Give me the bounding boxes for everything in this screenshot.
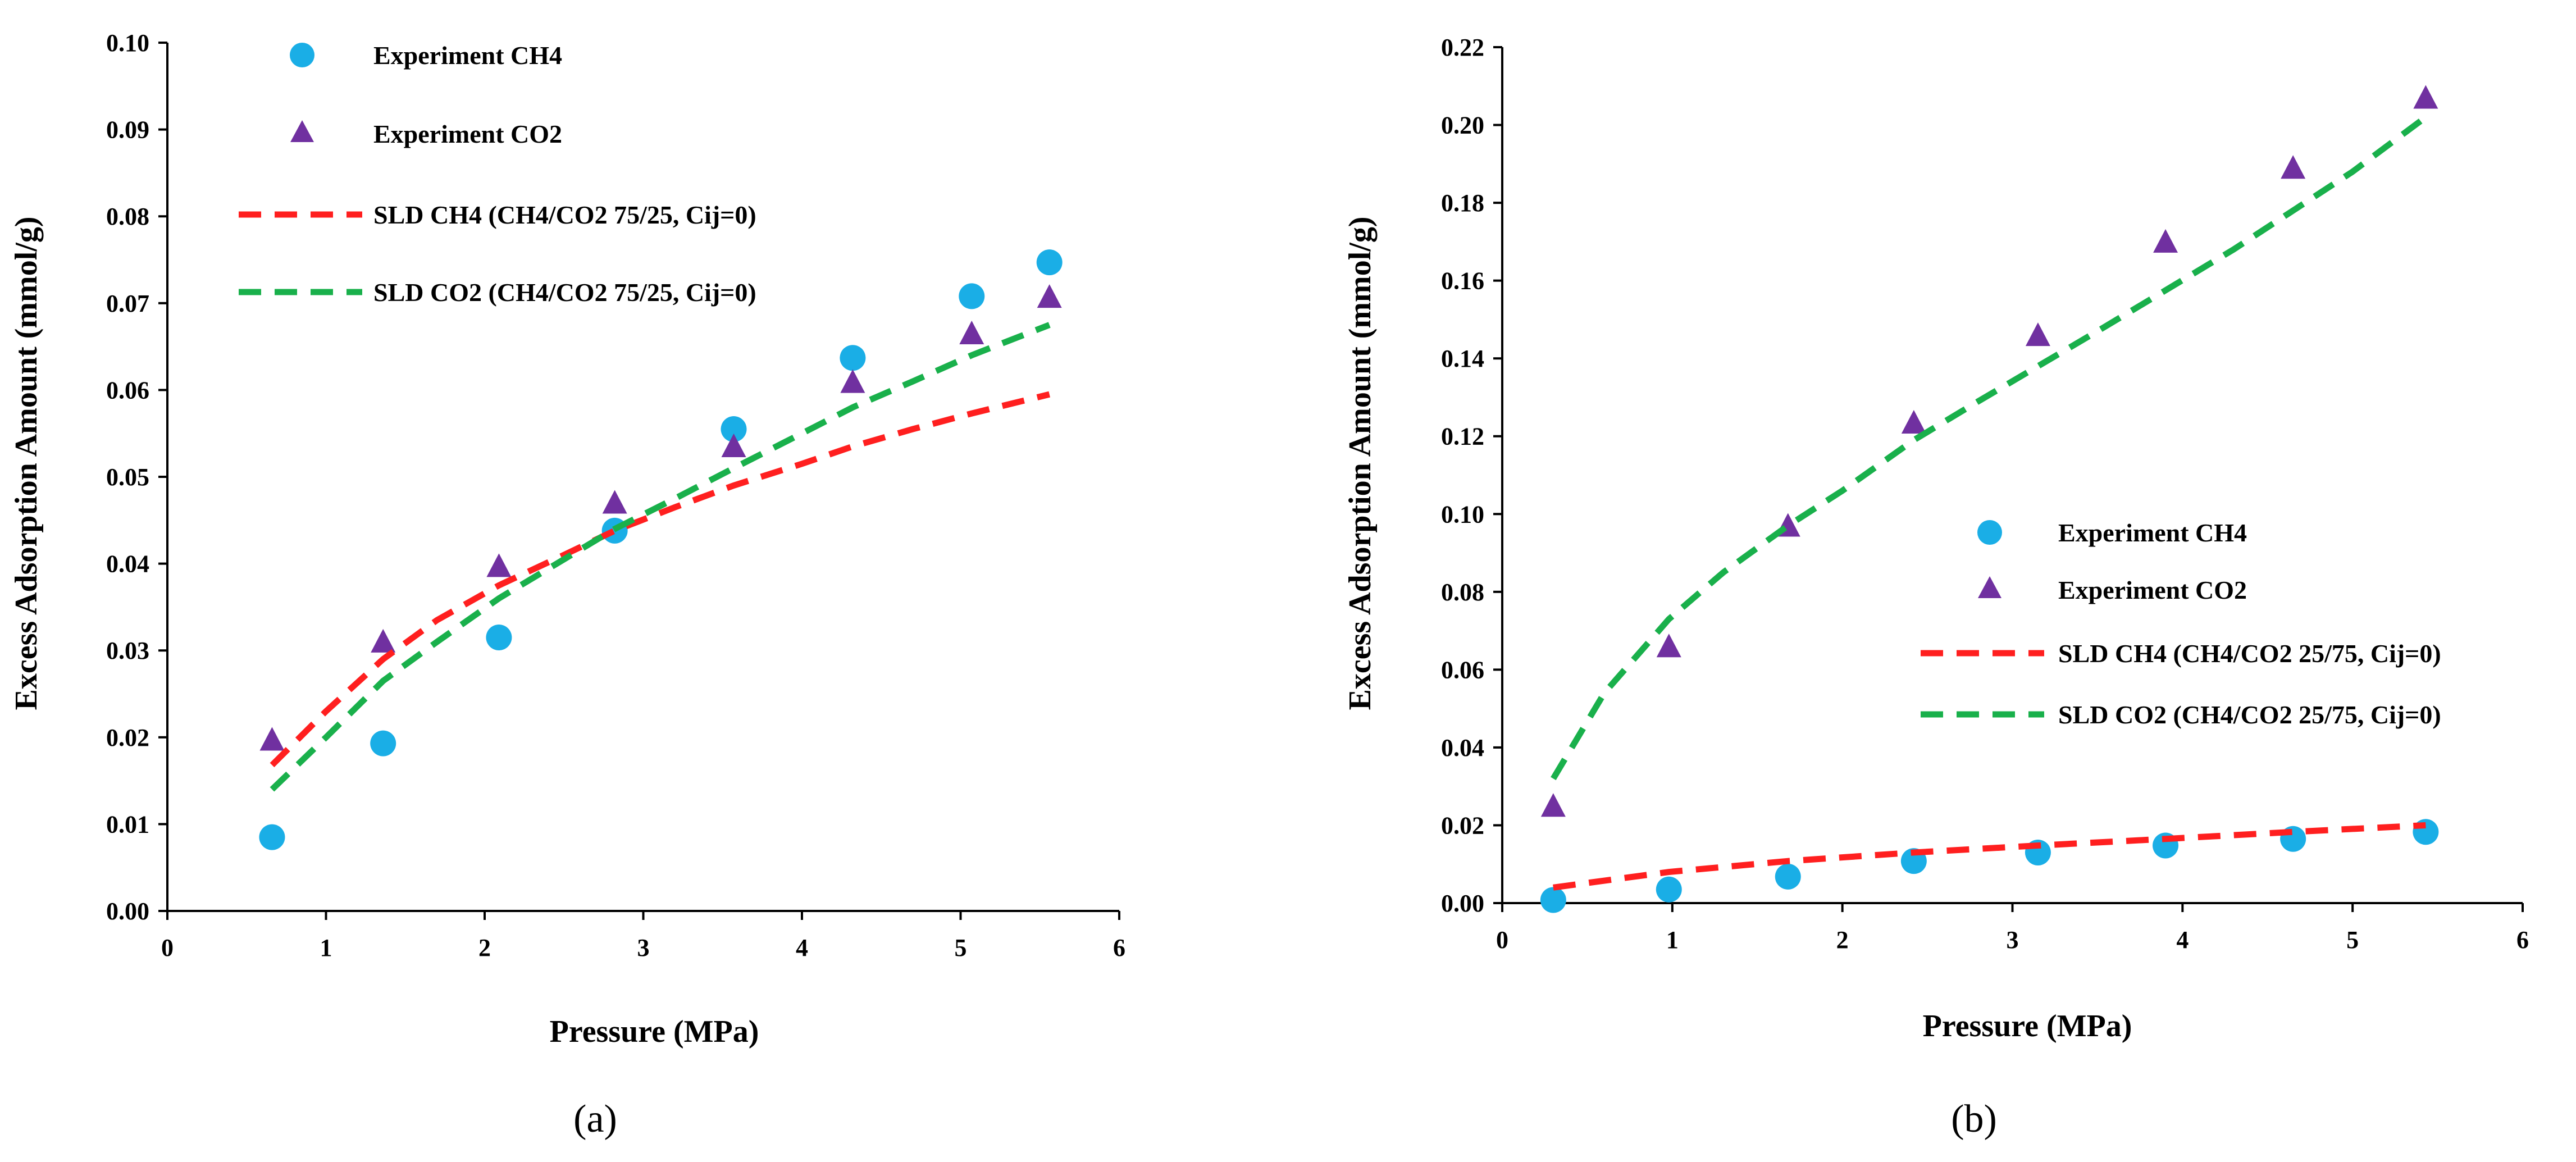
ch4-point-a [370,730,396,757]
series-line-b-2 [1553,822,2426,891]
y-tick-label-b: 0.16 [1441,267,1484,295]
y-tick-label-b: 0.04 [1441,734,1484,762]
y-tick-label-a: 0.10 [106,29,149,57]
co2-point-b [1656,634,1681,658]
ch4-point-b [1775,863,1801,890]
legend-label-a-3: SLD CO2 (CH4/CO2 75/25, Cij=0) [373,278,756,307]
y-tick-label-b: 0.02 [1441,812,1484,839]
y-tick-label-b: 0.18 [1441,189,1484,217]
y-tick-label-b: 0.00 [1441,890,1484,917]
y-tick-label-b: 0.20 [1441,112,1484,139]
x-tick-label-a: 3 [637,934,650,962]
x-tick-label-b: 2 [1836,926,1849,954]
x-tick-label-b: 5 [2346,926,2359,954]
legend-label-a-1: Experiment CO2 [373,120,562,148]
x-tick-label-a: 0 [161,934,174,962]
x-tick-label-b: 0 [1496,926,1508,954]
y-tick-label-a: 0.04 [106,550,149,578]
y-tick-label-a: 0.05 [106,463,149,491]
co2-point-b [2281,155,2306,179]
y-tick-label-b: 0.12 [1441,423,1484,450]
ch4-point-b [1540,887,1566,913]
legend-ch4-marker-b [1977,520,2002,545]
y-tick-label-b: 0.22 [1441,34,1484,61]
chart-a: Excess Adsorption Amount (mmol/g) Pressu… [9,29,1125,1141]
co2-point-a [486,553,512,577]
y-tick-label-b: 0.10 [1441,500,1484,528]
y-axis-label-a: Excess Adsorption Amount (mmol/g) [9,217,44,710]
ch4-point-a [1036,249,1063,276]
legend-label-a-0: Experiment CH4 [373,41,562,70]
ch4-point-b [1656,876,1682,903]
legend-co2-marker-b [1978,576,2001,598]
ch4-point-a [259,824,285,850]
co2-point-b [2153,229,2178,253]
x-tick-label-b: 4 [2176,926,2189,954]
x-tick-label-b: 6 [2516,926,2529,954]
y-tick-label-a: 0.03 [106,637,149,664]
x-tick-label-b: 3 [2007,926,2019,954]
co2-point-a [840,369,865,393]
panel-label-b: (b) [1951,1097,1997,1141]
y-tick-label-a: 0.07 [106,290,149,317]
y-tick-label-a: 0.01 [106,810,149,838]
x-tick-label-a: 2 [478,934,491,962]
legend-ch4-marker-a [290,43,314,67]
co2-point-a [259,727,285,751]
y-tick-label-a: 0.06 [106,376,149,404]
chart-b: Excess Adsorption Amount (mmol/g) Pressu… [1343,34,2529,1141]
legend-label-b-3: SLD CO2 (CH4/CO2 25/75, Cij=0) [2058,700,2441,729]
y-tick-label-b: 0.14 [1441,345,1484,372]
y-tick-label-b: 0.06 [1441,656,1484,683]
y-tick-label-a: 0.09 [106,116,149,144]
co2-point-b [1901,409,1926,434]
co2-point-b [2025,322,2050,347]
y-tick-label-a: 0.00 [106,897,149,925]
legend-label-b-0: Experiment CH4 [2058,518,2247,547]
x-tick-label-a: 5 [955,934,967,962]
y-axis-label-b: Excess Adsorption Amount (mmol/g) [1343,217,1378,710]
co2-point-a [721,433,746,457]
series-line-a-3 [270,322,1051,792]
ch4-point-a [959,283,985,309]
ch4-point-a [486,625,512,651]
legend-co2-marker-a [290,120,314,142]
series-line-b-3 [1551,115,2428,781]
x-axis-label-a: Pressure (MPa) [550,1014,759,1049]
x-axis-label-b: Pressure (MPa) [1923,1009,2132,1043]
x-tick-label-a: 6 [1113,934,1125,962]
co2-point-a [602,490,627,514]
legend-label-b-2: SLD CH4 (CH4/CO2 25/75, Cij=0) [2058,639,2441,668]
co2-point-b [2413,85,2438,109]
y-tick-label-a: 0.08 [106,203,149,230]
co2-point-b [1540,793,1566,817]
x-tick-label-b: 1 [1666,926,1679,954]
ch4-point-a [840,345,866,371]
x-tick-label-a: 1 [320,934,332,962]
y-tick-label-a: 0.02 [106,724,149,751]
panel-label-a: (a) [573,1097,617,1141]
x-tick-label-a: 4 [796,934,808,962]
y-tick-label-b: 0.08 [1441,578,1484,606]
legend-label-a-2: SLD CH4 (CH4/CO2 75/25, Cij=0) [373,200,756,229]
co2-point-a [371,628,396,653]
series-line-a-2 [270,391,1051,768]
ch4-point-a [721,416,747,442]
co2-point-a [959,321,984,345]
legend-label-b-1: Experiment CO2 [2058,576,2247,604]
co2-point-a [1037,284,1062,308]
